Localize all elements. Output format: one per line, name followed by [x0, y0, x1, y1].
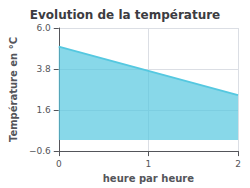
svg-text:1.6: 1.6 [36, 105, 51, 115]
svg-text:3.8: 3.8 [36, 64, 51, 74]
svg-text:Evolution de la température: Evolution de la température [30, 8, 221, 22]
svg-text:−0.6: −0.6 [29, 146, 51, 156]
svg-text:Température en °C: Température en °C [8, 37, 19, 142]
svg-text:1: 1 [146, 159, 152, 169]
svg-text:0: 0 [56, 159, 62, 169]
svg-text:6.0: 6.0 [36, 23, 51, 33]
svg-text:2: 2 [235, 159, 241, 169]
svg-text:heure par heure: heure par heure [103, 173, 194, 184]
